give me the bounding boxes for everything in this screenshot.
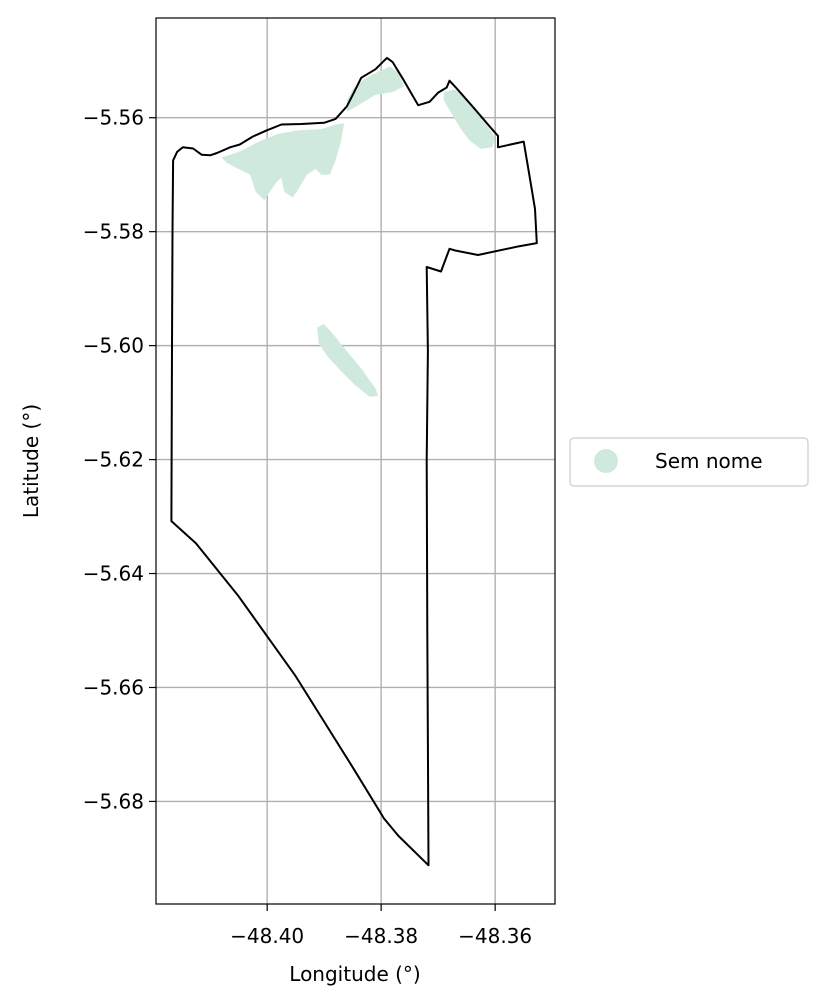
region-polygon (346, 66, 404, 112)
y-tick-label: −5.58 (83, 220, 144, 244)
x-axis-label: Longitude (°) (289, 962, 420, 986)
boundary-polygon (170, 56, 538, 867)
y-tick-label: −5.68 (83, 789, 144, 813)
grid-lines (156, 18, 555, 904)
x-axis-ticks: −48.40 −48.38 −48.36 (230, 904, 532, 948)
y-tick-label: −5.56 (83, 106, 144, 130)
regions (221, 66, 496, 397)
legend-frame (569, 437, 809, 487)
y-tick-label: −5.62 (83, 448, 144, 472)
region-polygon (317, 324, 379, 397)
region-polygon (443, 89, 496, 149)
boundary (170, 56, 538, 867)
y-tick-label: −5.66 (83, 675, 144, 699)
y-tick-label: −5.64 (83, 562, 144, 586)
x-tick-label: −48.40 (230, 924, 304, 948)
legend-label: Sem nome (655, 449, 763, 473)
y-tick-label: −5.60 (83, 334, 144, 358)
y-axis-ticks: −5.56 −5.58 −5.60 −5.62 −5.64 −5.66 −5.68 (83, 106, 156, 813)
region-polygon (221, 123, 345, 201)
legend-marker (594, 449, 618, 473)
y-axis-label: Latitude (°) (19, 404, 43, 518)
x-tick-label: −48.36 (458, 924, 532, 948)
plot-frame (155, 17, 556, 905)
legend: Sem nome (569, 437, 809, 487)
x-tick-label: −48.38 (344, 924, 418, 948)
